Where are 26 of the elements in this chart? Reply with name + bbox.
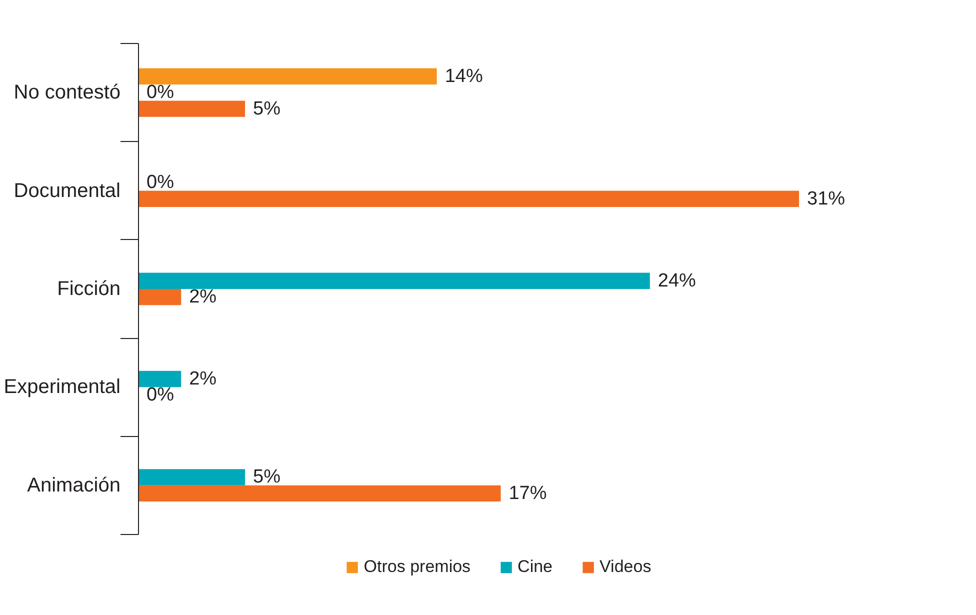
y-tick-label: Documental — [14, 180, 120, 202]
y-tick-label: Animación — [27, 474, 121, 496]
data-label: 5% — [253, 98, 281, 120]
data-label: 0% — [146, 172, 174, 194]
data-label: 5% — [253, 466, 281, 488]
legend-label: Videos — [600, 557, 652, 577]
y-tick-label: No contestó — [14, 82, 121, 104]
data-label: 14% — [444, 66, 483, 87]
bar — [138, 272, 650, 289]
bar — [138, 68, 437, 84]
data-label: 2% — [189, 286, 217, 308]
bar — [138, 288, 182, 306]
data-label: 31% — [807, 188, 846, 210]
legend-label: Cine — [518, 557, 553, 577]
data-label: 0% — [146, 82, 174, 104]
bar — [138, 370, 182, 388]
y-tick-label: Ficción — [57, 278, 121, 300]
legend-label: Otros premios — [364, 557, 471, 577]
y-tick-label: Experimental — [4, 376, 120, 398]
bar — [138, 485, 501, 502]
data-label: 2% — [189, 368, 217, 390]
data-label: 0% — [146, 384, 174, 406]
data-label: 24% — [658, 270, 696, 292]
bar — [138, 469, 246, 486]
data-label: 17% — [508, 482, 547, 504]
bar — [138, 190, 800, 207]
